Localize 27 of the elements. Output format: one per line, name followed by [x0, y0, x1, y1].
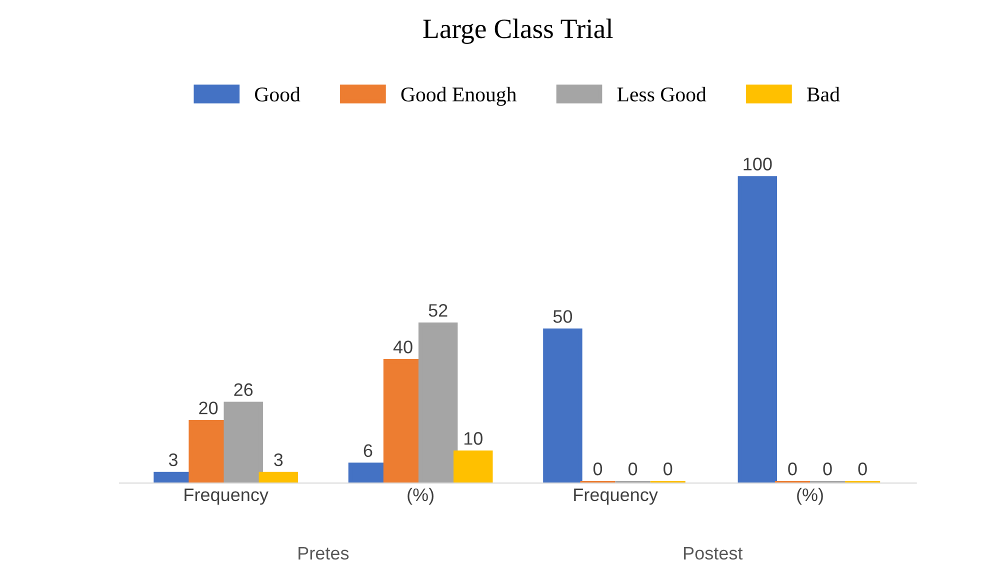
x-tick-label: (%) [797, 488, 823, 505]
legend-label: Good [255, 86, 300, 102]
data-label: 50 [553, 310, 572, 323]
data-label: 0 [628, 462, 638, 476]
data-label: 26 [234, 383, 253, 396]
data-label: 0 [593, 462, 602, 476]
text: Postest [684, 547, 743, 560]
chart-title: Large Class Trial [423, 18, 613, 44]
text: Pretes [298, 547, 349, 560]
data-label: 20 [199, 402, 218, 414]
legend-label: Good Enough [401, 86, 516, 106]
data-label: 3 [168, 453, 178, 466]
data-label: 10 [464, 432, 482, 445]
data-label: 3 [274, 453, 283, 466]
data-label: 0 [788, 462, 797, 476]
legend-label: Less Good [617, 86, 706, 102]
x-tick-label: (%) [408, 488, 434, 505]
data-label: 100 [744, 158, 772, 170]
x-tick-label: Frequency [184, 488, 268, 505]
data-label: 0 [823, 462, 832, 476]
x-tick-label: Frequency [574, 488, 658, 505]
data-label: 40 [393, 340, 412, 354]
data-label: 0 [664, 462, 672, 476]
data-label: 52 [428, 304, 448, 317]
data-label: 0 [858, 462, 867, 476]
legend-label: Bad [807, 86, 840, 102]
data-label: 6 [364, 444, 372, 458]
